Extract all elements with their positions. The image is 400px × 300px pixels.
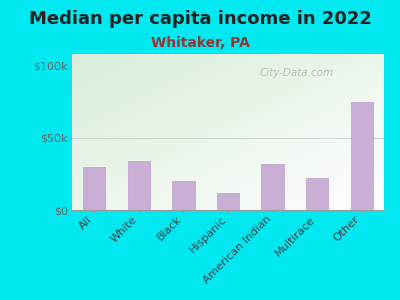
- Text: City-Data.com: City-Data.com: [260, 68, 334, 78]
- Bar: [306, 178, 328, 210]
- Bar: [128, 161, 150, 210]
- Bar: [172, 181, 194, 210]
- Bar: [350, 102, 373, 210]
- Bar: [217, 193, 239, 210]
- Text: Median per capita income in 2022: Median per capita income in 2022: [28, 11, 372, 28]
- Bar: [262, 164, 284, 210]
- Text: Whitaker, PA: Whitaker, PA: [150, 36, 250, 50]
- Bar: [83, 167, 106, 210]
